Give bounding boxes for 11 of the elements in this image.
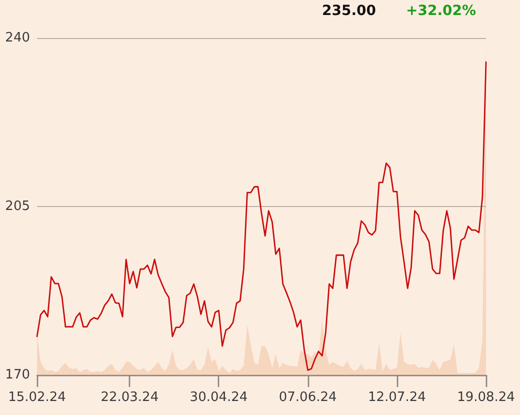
x-tick-label: 22.03.24 — [100, 390, 159, 405]
x-tick-label: 12.07.24 — [368, 390, 426, 405]
text: +32.02% — [406, 3, 476, 19]
x-tick-label: 19.08.24 — [457, 390, 515, 405]
y-tick-label: 170 — [5, 368, 30, 382]
y-tick-label: 205 — [5, 199, 30, 214]
x-tick-label: 07.06.24 — [278, 390, 337, 405]
x-tick-label: 30.04.24 — [190, 390, 248, 405]
x-tick-label: 15.02.24 — [8, 390, 66, 405]
y-tick-label: 240 — [5, 30, 30, 46]
text: 235.00 — [322, 3, 376, 19]
